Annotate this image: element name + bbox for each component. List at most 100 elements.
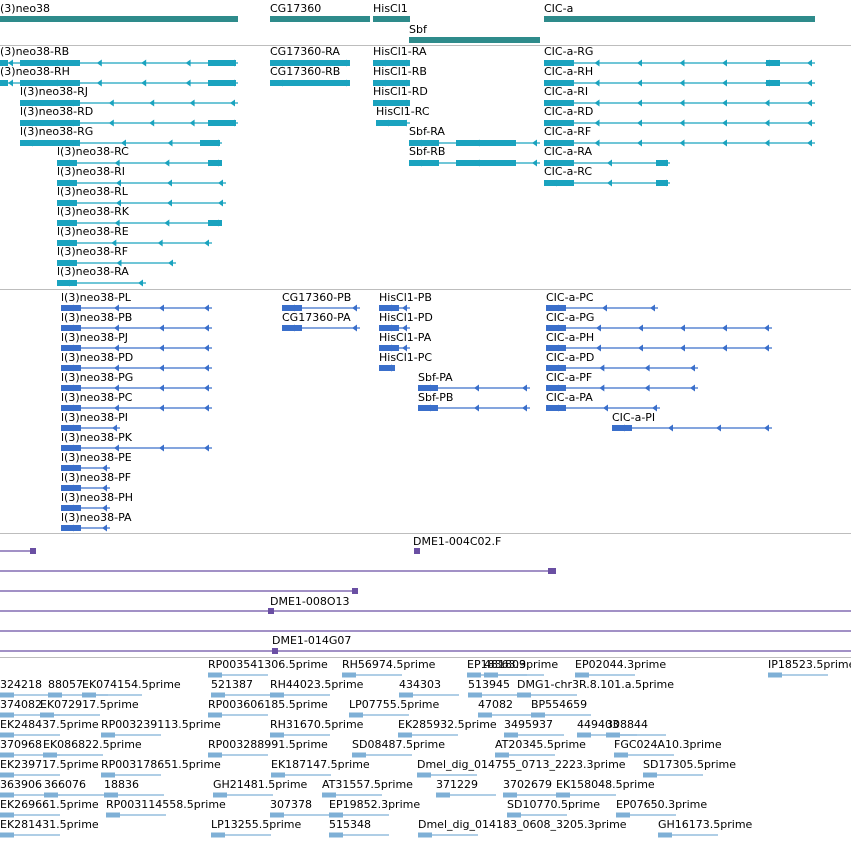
- gene-span-hiscl1[interactable]: [373, 16, 410, 22]
- est-label[interactable]: DMG1-chr3R.8.101.a.5prime: [517, 678, 675, 691]
- est-block[interactable]: [658, 832, 672, 838]
- transcript-cic-a-rd-exon[interactable]: [544, 120, 574, 126]
- protein-label[interactable]: HisCl1-PC: [379, 351, 433, 364]
- est-label[interactable]: Dmel_dig_014755_0713_2223.3prime: [417, 758, 626, 771]
- protein-label[interactable]: l(3)neo38-PB: [61, 311, 133, 324]
- est-label[interactable]: RP003541306.5prime: [208, 658, 328, 671]
- transcript-label[interactable]: HisCl1-RA: [373, 45, 427, 58]
- transcript-label[interactable]: Sbf-RA: [409, 125, 445, 138]
- est-label[interactable]: AT31557.5prime: [322, 778, 413, 791]
- protein-label[interactable]: l(3)neo38-PK: [61, 431, 132, 444]
- transcript-3-neo38-rb-exon[interactable]: [208, 60, 236, 66]
- protein-label[interactable]: l(3)neo38-PD: [61, 351, 134, 364]
- est-block[interactable]: [208, 672, 222, 678]
- transcript-cic-a-rg-exon[interactable]: [544, 60, 574, 66]
- est-label[interactable]: RP003606185.5prime: [208, 698, 328, 711]
- gene-label[interactable]: Sbf: [409, 23, 427, 36]
- est-block[interactable]: [101, 772, 115, 778]
- protein-label[interactable]: l(3)neo38-PC: [61, 391, 133, 404]
- est-label[interactable]: 371229: [436, 778, 478, 791]
- clone-end[interactable]: [272, 648, 278, 654]
- est-block[interactable]: [104, 792, 118, 798]
- est-block[interactable]: [417, 772, 431, 778]
- est-label[interactable]: EK269661.5prime: [0, 798, 99, 811]
- est-block[interactable]: [352, 752, 366, 758]
- protein-label[interactable]: CIC-a-PF: [546, 371, 593, 384]
- gene-span-l-3-neo38[interactable]: [0, 16, 238, 22]
- est-label[interactable]: Dmel_dig_014183_0608_3205.3prime: [418, 818, 627, 831]
- est-block[interactable]: [342, 672, 356, 678]
- est-label[interactable]: EK239717.5prime: [0, 758, 99, 771]
- transcript-3-neo38-rh-exon[interactable]: [208, 80, 236, 86]
- est-block[interactable]: [0, 692, 14, 698]
- est-label[interactable]: IP18523.5prime: [768, 658, 851, 671]
- clone-end[interactable]: [268, 608, 274, 614]
- gene-label[interactable]: CG17360: [270, 2, 322, 15]
- est-block[interactable]: [211, 692, 225, 698]
- est-block[interactable]: [643, 772, 657, 778]
- est-block[interactable]: [398, 732, 412, 738]
- est-block[interactable]: [43, 752, 57, 758]
- protein-label[interactable]: l(3)neo38-PI: [61, 411, 128, 424]
- transcript-label[interactable]: l(3)neo38-RG: [20, 125, 94, 138]
- transcript-label[interactable]: (3)neo38-RB: [0, 45, 70, 58]
- est-label[interactable]: EK187147.5prime: [271, 758, 370, 771]
- transcript-label[interactable]: CIC-a-RG: [544, 45, 594, 58]
- est-label[interactable]: EK158048.5prime: [556, 778, 655, 791]
- transcript-l-3-neo38-rg-exon[interactable]: [20, 140, 80, 146]
- est-block[interactable]: [0, 812, 14, 818]
- est-label[interactable]: 513945: [468, 678, 510, 691]
- transcript-hiscl1-rc-exon[interactable]: [376, 120, 406, 126]
- gene-span-cic-a[interactable]: [544, 16, 815, 22]
- protein-label[interactable]: l(3)neo38-PE: [61, 451, 132, 464]
- est-label[interactable]: LP13255.5prime: [211, 818, 302, 831]
- protein-label[interactable]: HisCl1-PA: [379, 331, 432, 344]
- est-label[interactable]: EK074154.5prime: [82, 678, 181, 691]
- transcript-label[interactable]: Sbf-RB: [409, 145, 446, 158]
- est-block[interactable]: [504, 732, 518, 738]
- transcript-3-neo38-rh-exon[interactable]: [20, 80, 80, 86]
- transcript-3-neo38-rh-exon[interactable]: [0, 80, 8, 86]
- est-block[interactable]: [0, 772, 14, 778]
- est-label[interactable]: GH16173.5prime: [658, 818, 753, 831]
- est-label[interactable]: 47082: [478, 698, 513, 711]
- est-label[interactable]: LP07755.5prime: [349, 698, 440, 711]
- transcript-3-neo38-rb-exon[interactable]: [0, 60, 8, 66]
- transcript-cg17360-ra-exon[interactable]: [270, 60, 350, 66]
- est-block[interactable]: [349, 712, 363, 718]
- est-label[interactable]: 3702679: [503, 778, 552, 791]
- gene-label[interactable]: CIC-a: [544, 2, 574, 15]
- est-block[interactable]: [106, 812, 120, 818]
- est-block[interactable]: [478, 712, 492, 718]
- est-label[interactable]: 434303: [399, 678, 441, 691]
- est-label[interactable]: RH31670.5prime: [270, 718, 364, 731]
- gene-label[interactable]: (3)neo38: [0, 2, 51, 15]
- est-block[interactable]: [768, 672, 782, 678]
- clone-label[interactable]: DME1-014G07: [272, 634, 352, 647]
- est-label[interactable]: 324218: [0, 678, 42, 691]
- est-label[interactable]: RH44023.5prime: [270, 678, 364, 691]
- est-label[interactable]: GH21481.5prime: [213, 778, 308, 791]
- transcript-3-neo38-rb-exon[interactable]: [20, 60, 80, 66]
- est-block[interactable]: [616, 812, 630, 818]
- est-block[interactable]: [0, 712, 14, 718]
- est-label[interactable]: SD08487.5prime: [352, 738, 445, 751]
- est-label[interactable]: 88057: [48, 678, 83, 691]
- est-block[interactable]: [270, 692, 284, 698]
- protein-label[interactable]: CIC-a-PA: [546, 391, 593, 404]
- protein-label[interactable]: HisCl1-PB: [379, 291, 432, 304]
- est-label[interactable]: 307378: [270, 798, 312, 811]
- est-label[interactable]: EP18363.3prime: [467, 658, 559, 671]
- clone-end[interactable]: [30, 548, 36, 554]
- est-label[interactable]: EK072917.5prime: [40, 698, 139, 711]
- est-block[interactable]: [467, 672, 481, 678]
- transcript-label[interactable]: HisCl1-RC: [376, 105, 430, 118]
- protein-label[interactable]: Sbf-PB: [418, 391, 454, 404]
- transcript-label[interactable]: (3)neo38-RH: [0, 65, 70, 78]
- protein-label[interactable]: l(3)neo38-PH: [61, 491, 133, 504]
- transcript-sbf-ra-exon[interactable]: [409, 140, 439, 146]
- est-label[interactable]: EK248437.5prime: [0, 718, 99, 731]
- clone-label[interactable]: DME1-008O13: [270, 595, 350, 608]
- est-block[interactable]: [40, 712, 54, 718]
- est-label[interactable]: EP07650.3prime: [616, 798, 708, 811]
